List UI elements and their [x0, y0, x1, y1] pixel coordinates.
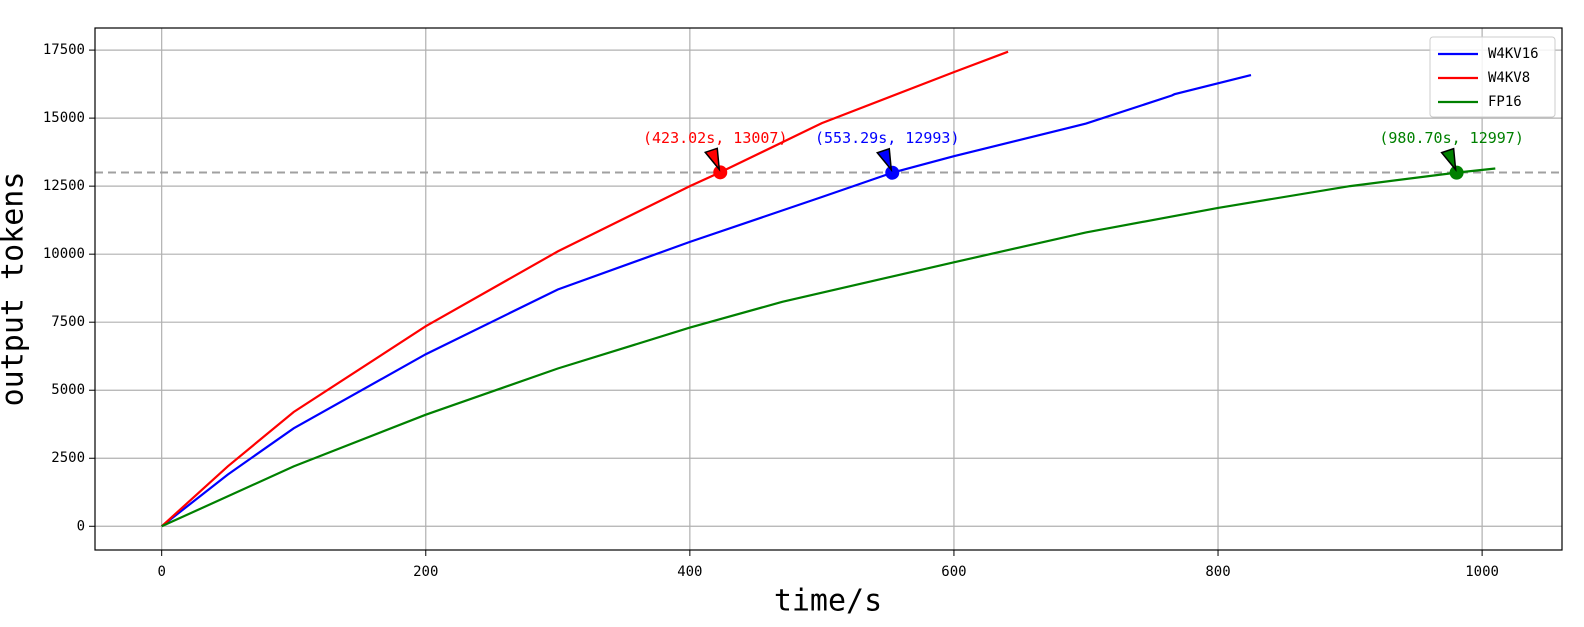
annotation-label: (980.70s, 12997) [1379, 129, 1524, 147]
annotation-arrow [875, 147, 893, 173]
series-line [161, 167, 1496, 528]
series-line [161, 74, 1252, 528]
legend-box [1429, 36, 1556, 118]
y-tick-label: 10000 [43, 246, 85, 262]
plot-frame [94, 27, 1563, 551]
x-axis-label: time/s [774, 584, 882, 619]
annotation-point [885, 165, 900, 180]
y-tick-label: 17500 [43, 42, 85, 58]
annotation-label: (553.29s, 12993) [815, 129, 960, 147]
y-tick-label: 7500 [51, 314, 85, 330]
legend: W4KV16 W4KV8 FP16 [1429, 36, 1556, 118]
annotation-point [1449, 165, 1464, 180]
legend-label: W4KV16 [1488, 46, 1539, 62]
annotation-label: (423.02s, 13007) [643, 129, 788, 147]
annotation-arrow [703, 147, 721, 172]
x-tick-label: 400 [677, 564, 702, 580]
annotation-point [713, 165, 728, 180]
y-tick-label: 15000 [43, 110, 85, 126]
annotation-arrow [1440, 147, 1457, 172]
y-tick-label: 2500 [51, 450, 85, 466]
legend-label: FP16 [1488, 94, 1522, 110]
x-tick-label: 0 [157, 564, 165, 580]
y-tick-label: 5000 [51, 382, 85, 398]
legend-label: W4KV8 [1488, 70, 1530, 86]
x-tick-label: 800 [1205, 564, 1230, 580]
y-tick-label: 0 [77, 518, 85, 534]
y-axis-label: output tokens [0, 172, 31, 407]
x-tick-label: 200 [413, 564, 438, 580]
x-tick-label: 1000 [1465, 564, 1499, 580]
y-tick-label: 12500 [43, 178, 85, 194]
x-tick-label: 600 [941, 564, 966, 580]
series-line [160, 50, 1009, 528]
